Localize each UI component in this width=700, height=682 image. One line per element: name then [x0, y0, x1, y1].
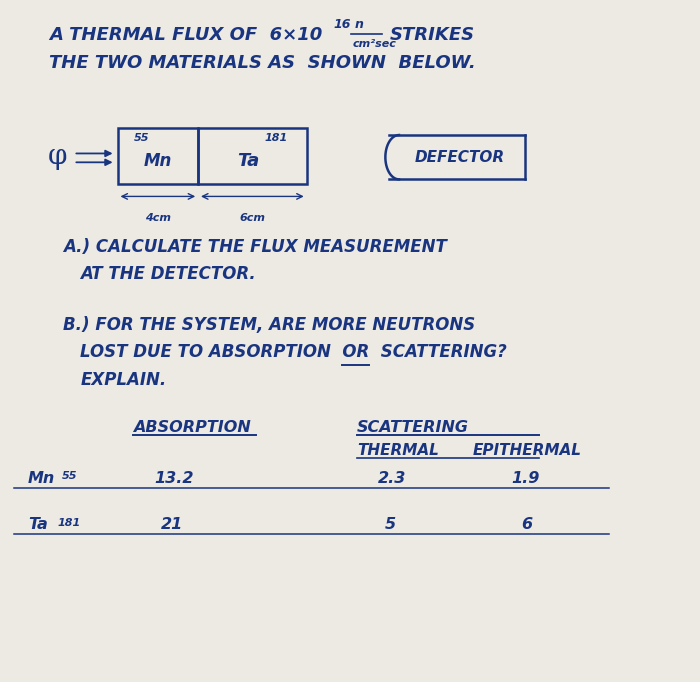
Text: Mn: Mn [28, 471, 55, 486]
Text: 1.9: 1.9 [511, 471, 540, 486]
Bar [198, 128, 307, 184]
Text: 21: 21 [161, 517, 183, 532]
Text: 13.2: 13.2 [154, 471, 193, 486]
Text: Ta: Ta [237, 151, 259, 170]
Text: A THERMAL FLUX OF  6×10: A THERMAL FLUX OF 6×10 [49, 27, 322, 44]
Text: 4cm: 4cm [145, 213, 171, 224]
Text: EXPLAIN.: EXPLAIN. [80, 371, 167, 389]
Text: 2.3: 2.3 [378, 471, 407, 486]
Text: 55: 55 [62, 471, 77, 481]
Text: DEFECTOR: DEFECTOR [414, 150, 505, 164]
Text: THE TWO MATERIALS AS  SHOWN  BELOW.: THE TWO MATERIALS AS SHOWN BELOW. [49, 54, 476, 72]
Text: Ta: Ta [28, 517, 48, 532]
Text: 181: 181 [57, 518, 80, 528]
Text: 181: 181 [265, 133, 288, 143]
Text: Mn: Mn [144, 151, 172, 170]
Text: 55: 55 [134, 133, 150, 143]
Text: LOST DUE TO ABSORPTION  OR  SCATTERING?: LOST DUE TO ABSORPTION OR SCATTERING? [80, 344, 508, 361]
Text: ABSORPTION: ABSORPTION [133, 420, 251, 435]
Text: 6: 6 [522, 517, 533, 532]
Text: THERMAL: THERMAL [357, 443, 439, 458]
Text: 5: 5 [385, 517, 396, 532]
Text: 16: 16 [333, 18, 351, 31]
Text: cm²sec: cm²sec [353, 39, 397, 49]
Text: 6cm: 6cm [239, 213, 265, 224]
Text: EPITHERMAL: EPITHERMAL [473, 443, 582, 458]
Text: SCATTERING: SCATTERING [357, 420, 469, 435]
Text: B.) FOR THE SYSTEM, ARE MORE NEUTRONS: B.) FOR THE SYSTEM, ARE MORE NEUTRONS [63, 316, 475, 334]
Text: AT THE DETECTOR.: AT THE DETECTOR. [80, 265, 256, 283]
Text: STRIKES: STRIKES [390, 27, 475, 44]
Bar [118, 128, 198, 184]
Text: φ: φ [48, 143, 67, 170]
Text: n: n [355, 18, 364, 31]
Text: A.) CALCULATE THE FLUX MEASUREMENT: A.) CALCULATE THE FLUX MEASUREMENT [63, 238, 447, 256]
